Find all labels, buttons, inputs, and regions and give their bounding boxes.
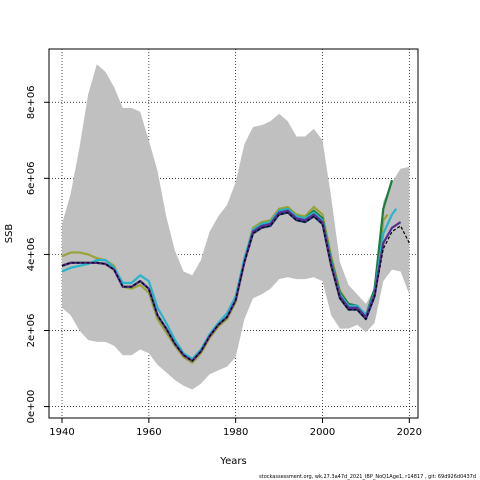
- x-tick-label-1: 1960: [136, 427, 161, 438]
- footer-note: stockassessment.org, wk.27.3a47d_2021_IB…: [259, 474, 476, 480]
- y-axis-title: SSB: [4, 224, 15, 244]
- confidence-band-layer: [62, 64, 410, 390]
- x-tick-label-4: 2020: [397, 427, 422, 438]
- plot-frame: [48, 48, 419, 419]
- series-layer: [61, 179, 410, 364]
- y-tick-label-1: 2e+06: [26, 314, 37, 348]
- y-tick-label-4: 8e+06: [26, 85, 37, 119]
- y-axis: 0e+00 2e+06 4e+06 6e+06 8e+06: [26, 85, 49, 423]
- confidence-band: [62, 64, 410, 390]
- y-tick-label-3: 6e+06: [26, 162, 37, 196]
- x-axis: 1940 1960 1980 2000 2020: [49, 418, 422, 438]
- estimate-line: [61, 211, 410, 362]
- y-tick-label-0: 0e+00: [26, 390, 37, 424]
- retro-line-2: [61, 207, 398, 361]
- y-tick-label-2: 4e+06: [26, 238, 37, 272]
- x-tick-label-0: 1940: [49, 427, 74, 438]
- x-axis-title: Years: [219, 456, 246, 467]
- x-tick-label-3: 2000: [310, 427, 335, 438]
- x-tick-label-2: 1980: [223, 427, 248, 438]
